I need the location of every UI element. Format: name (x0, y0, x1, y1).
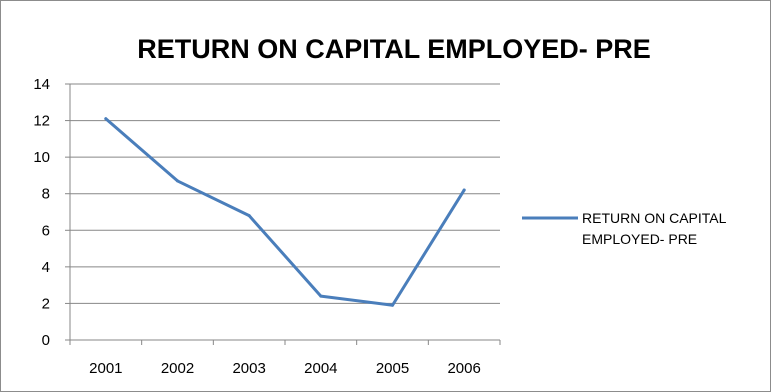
y-tick-label: 10 (33, 149, 50, 166)
axes (65, 83, 501, 345)
legend: RETURN ON CAPITAL EMPLOYED- PRE (522, 210, 727, 247)
data-point (391, 303, 394, 307)
gridlines (70, 83, 500, 304)
y-tick-label: 2 (42, 295, 50, 312)
data-point (462, 188, 466, 192)
series-group (104, 117, 466, 307)
y-tick-label: 8 (42, 186, 50, 203)
x-tick-label: 2006 (447, 360, 480, 377)
data-point (247, 214, 251, 218)
x-tick-label: 2001 (89, 360, 122, 377)
x-tick-label: 2004 (304, 360, 337, 377)
x-tick-label: 2003 (232, 360, 265, 377)
data-point (104, 117, 108, 121)
series-line (104, 117, 466, 307)
data-point (319, 294, 323, 298)
y-axis-ticks: 0 2 4 6 8 10 12 14 (33, 76, 50, 349)
legend-label: RETURN ON CAPITAL (582, 210, 727, 226)
y-tick-label: 4 (42, 259, 50, 276)
x-tick-label: 2002 (161, 360, 194, 377)
y-tick-label: 12 (33, 113, 50, 130)
y-tick-label: 14 (33, 76, 50, 93)
x-tick-label: 2005 (376, 360, 409, 377)
legend-label: EMPLOYED- PRE (582, 231, 697, 247)
chart-title: RETURN ON CAPITAL EMPLOYED- PRE (137, 34, 651, 64)
y-tick-label: 6 (42, 222, 50, 239)
y-tick-label: 0 (42, 332, 50, 349)
data-point (176, 179, 179, 183)
x-axis-ticks: 2001 2002 2003 2004 2005 2006 (89, 360, 481, 377)
